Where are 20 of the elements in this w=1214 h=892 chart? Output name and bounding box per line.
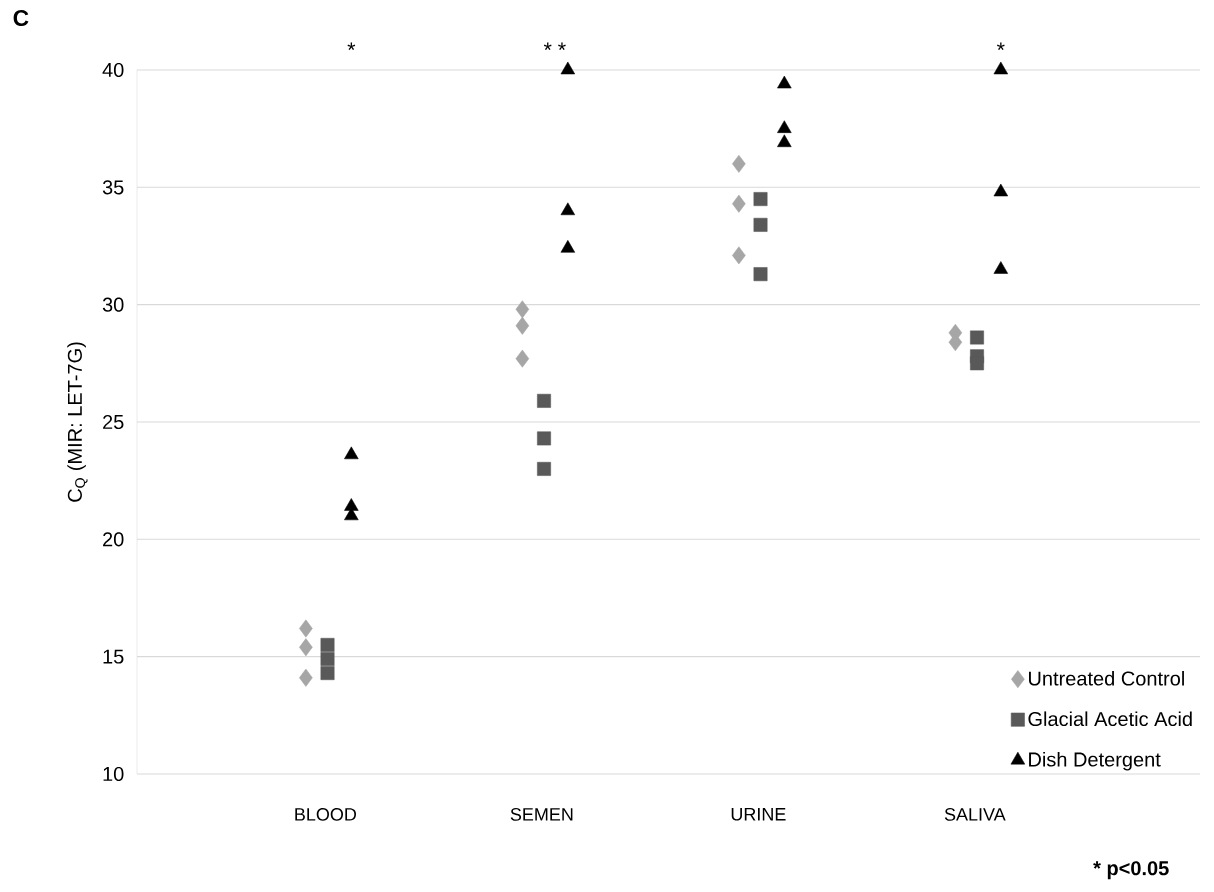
x-tick-label: BLOOD <box>295 808 357 821</box>
x-tick-label: URINE <box>731 808 786 821</box>
text: * <box>347 42 356 51</box>
text: * * <box>543 42 566 51</box>
chart-title: C <box>13 10 29 27</box>
legend-label: Untreated Control <box>1029 670 1184 686</box>
y-tick-label: 15 <box>103 649 124 664</box>
legend-label: Dish Detergent <box>1029 751 1161 771</box>
text: * <box>997 42 1005 51</box>
y-tick-label: 35 <box>102 180 124 195</box>
y-axis-title: C$_{Q}$ (MIR: LET-7G) <box>67 342 88 502</box>
y-tick-label: 10 <box>103 766 124 782</box>
y-tick-label: 20 <box>103 532 124 547</box>
y-tick-label: 30 <box>102 297 124 312</box>
x-tick-label: SEMEN <box>510 808 573 821</box>
y-tick-label: 25 <box>103 414 124 430</box>
x-tick-label: SALIVA <box>944 808 1006 821</box>
y-tick-label: 40 <box>102 62 124 78</box>
legend-label: Glacial Acetic Acid <box>1028 711 1192 727</box>
text: * p<0.05 <box>1093 861 1169 880</box>
